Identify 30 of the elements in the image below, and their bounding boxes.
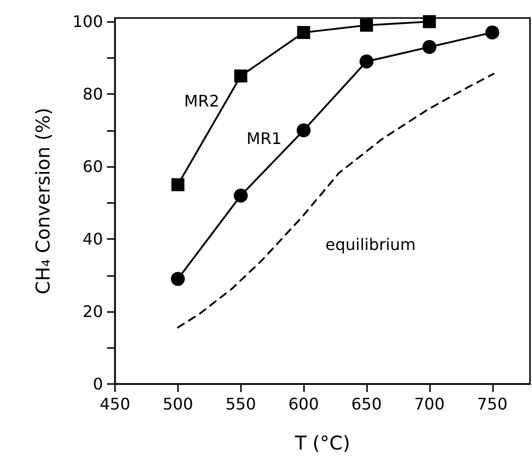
series-label: equilibrium bbox=[325, 235, 416, 254]
y-axis-title: CH₄ Conversion (%) bbox=[32, 108, 54, 294]
x-tick-label: 600 bbox=[288, 394, 319, 414]
point bbox=[422, 15, 436, 28]
x-tick-label: 650 bbox=[351, 394, 382, 414]
y-tick-label: 100 bbox=[72, 12, 103, 32]
point bbox=[171, 178, 184, 192]
x-tick-label: 550 bbox=[225, 394, 256, 414]
y-tick-label: 80 bbox=[82, 84, 103, 104]
point bbox=[422, 40, 436, 54]
x-tick-label: 500 bbox=[162, 394, 194, 414]
point bbox=[234, 69, 248, 82]
point bbox=[485, 26, 500, 40]
y-tick-label: 60 bbox=[82, 157, 103, 176]
point bbox=[234, 188, 248, 203]
y-tick-label: 40 bbox=[82, 230, 103, 249]
y-tick-label: 20 bbox=[82, 302, 103, 322]
series-label: MR2 bbox=[184, 91, 220, 110]
series-label: MR1 bbox=[246, 128, 282, 148]
point bbox=[297, 26, 310, 39]
line-series bbox=[176, 72, 494, 328]
point bbox=[296, 123, 311, 138]
point bbox=[360, 54, 374, 68]
point bbox=[170, 272, 185, 286]
y-tick-label: 0 bbox=[92, 374, 103, 394]
x-tick-label: 750 bbox=[477, 394, 508, 414]
x-tick-label: 450 bbox=[100, 394, 130, 414]
x-axis-title: T (°C) bbox=[294, 432, 350, 454]
point bbox=[360, 18, 374, 32]
x-tick-label: 700 bbox=[414, 394, 445, 414]
